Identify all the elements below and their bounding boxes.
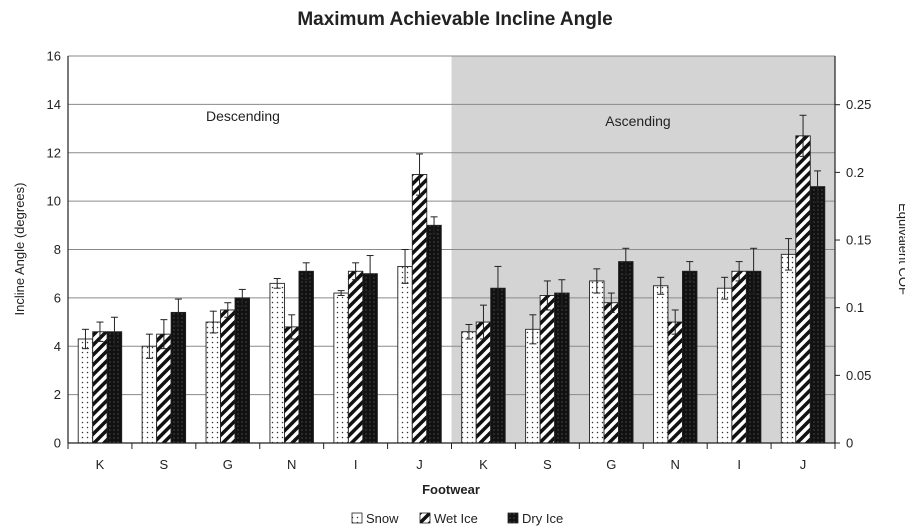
bar — [298, 270, 314, 444]
x-tick-label: S — [543, 457, 552, 472]
x-tick-label: K — [479, 457, 488, 472]
error-bars — [81, 114, 822, 359]
bar — [284, 326, 300, 444]
bar — [731, 270, 747, 444]
bar — [347, 270, 364, 444]
chart-title: Maximum Achievable Incline Angle — [297, 9, 612, 30]
y-tick-label: 8 — [54, 242, 61, 257]
y-tick-label: 4 — [54, 339, 61, 354]
legend-label-dry-ice: Dry Ice — [522, 511, 563, 526]
bar — [411, 174, 428, 444]
x-tick-label: K — [96, 457, 105, 472]
bar — [397, 265, 413, 444]
x-tick-label: N — [287, 457, 296, 472]
y-tick-label: 2 — [54, 387, 61, 402]
bar — [809, 186, 826, 444]
tick-labels: 0 2 4 6 8 10 12 14 16 0 0.05 0.1 0.15 0.2 0.25 K S G N I J K S… — [47, 49, 872, 473]
legend-swatch-dry-ice — [507, 512, 519, 524]
bar — [333, 292, 349, 444]
bar — [92, 331, 108, 444]
axes — [67, 56, 836, 449]
y-tick-label: 6 — [54, 290, 61, 305]
y-tick-label: 0 — [54, 436, 61, 451]
y-axis-right-label: Equivalent COF — [896, 203, 905, 295]
y-tick-label: 14 — [47, 97, 61, 112]
bar — [156, 333, 172, 444]
y-right-tick-label: 0 — [846, 436, 853, 451]
bar — [170, 311, 187, 444]
bar — [653, 285, 669, 444]
bar — [618, 261, 634, 444]
region-label-descending: Descending — [206, 108, 280, 124]
bar — [490, 287, 506, 444]
y-right-tick-label: 0.25 — [846, 97, 871, 112]
x-tick-label: G — [223, 457, 233, 472]
y-tick-label: 16 — [47, 49, 61, 64]
region-label-ascending: Ascending — [605, 113, 670, 129]
legend-swatch-snow — [351, 512, 363, 524]
bar — [667, 321, 683, 444]
legend-swatch-wet-ice — [419, 512, 431, 524]
y-right-tick-label: 0.2 — [846, 165, 864, 180]
bar — [716, 287, 733, 444]
bar — [362, 273, 378, 444]
x-tick-label: S — [160, 457, 169, 472]
bar — [461, 331, 477, 444]
bar — [795, 135, 811, 444]
y-right-tick-label: 0.1 — [846, 300, 864, 315]
y-right-tick-label: 0.15 — [846, 233, 871, 248]
bar — [780, 253, 797, 444]
bar — [554, 292, 570, 444]
bar — [603, 302, 619, 444]
legend: Snow Wet Ice Dry Ice — [351, 511, 563, 526]
gridlines — [68, 55, 835, 396]
bar — [745, 270, 762, 444]
x-tick-label: J — [416, 457, 423, 472]
bar — [426, 224, 442, 444]
legend-label-wet-ice: Wet Ice — [434, 511, 478, 526]
x-axis-label: Footwear — [422, 482, 480, 497]
bar — [525, 328, 541, 444]
bar — [682, 270, 698, 444]
bar — [220, 309, 236, 444]
bar — [77, 338, 94, 444]
bar — [205, 321, 221, 444]
y-axis-label: Incline Angle (degrees) — [12, 183, 27, 316]
legend-label-snow: Snow — [366, 511, 399, 526]
x-tick-label: I — [354, 457, 358, 472]
bar — [589, 280, 605, 444]
x-tick-label: N — [671, 457, 680, 472]
x-tick-label: I — [737, 457, 741, 472]
y-tick-label: 10 — [47, 194, 61, 209]
y-right-tick-label: 0.05 — [846, 368, 871, 383]
x-tick-label: J — [800, 457, 807, 472]
bar — [141, 345, 158, 444]
bar — [106, 331, 123, 444]
bar — [539, 295, 556, 444]
x-tick-label: G — [606, 457, 616, 472]
bar — [234, 297, 250, 444]
bar — [269, 282, 285, 444]
bar — [475, 321, 492, 444]
y-tick-label: 12 — [47, 145, 61, 160]
